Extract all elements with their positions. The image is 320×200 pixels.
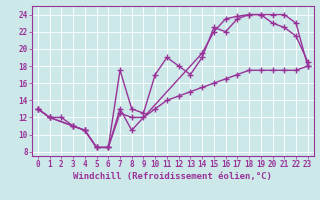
X-axis label: Windchill (Refroidissement éolien,°C): Windchill (Refroidissement éolien,°C): [73, 172, 272, 181]
